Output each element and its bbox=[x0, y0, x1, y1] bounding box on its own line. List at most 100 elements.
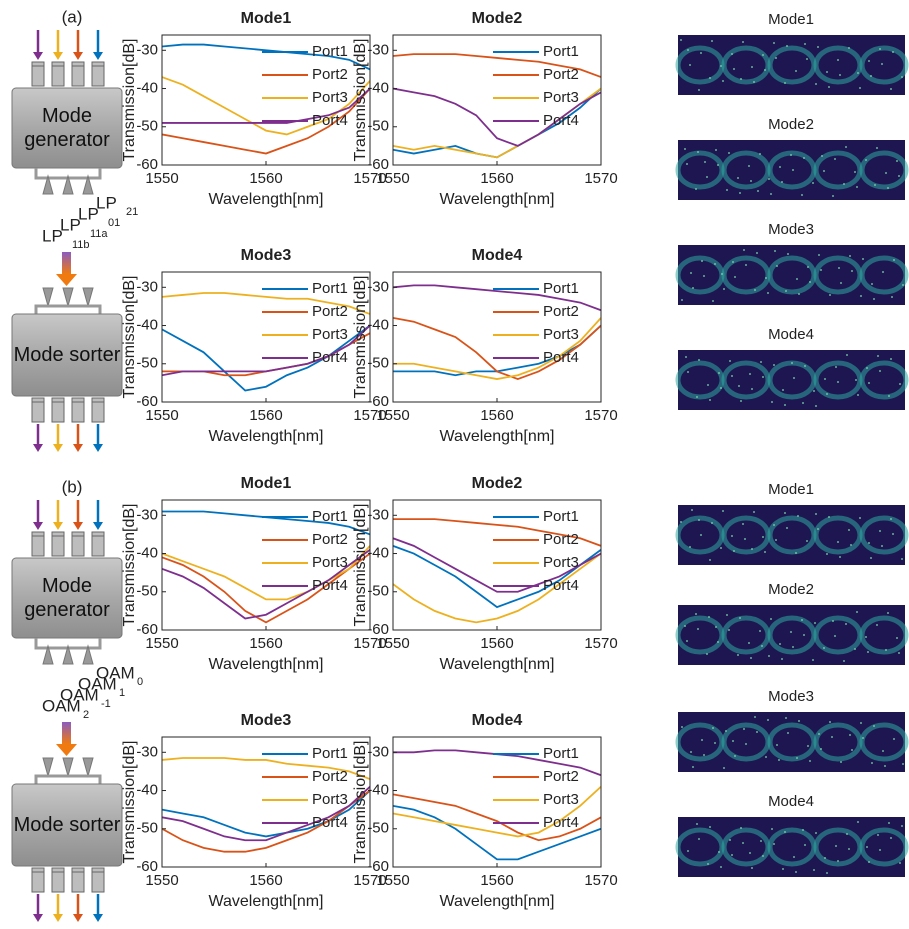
eye-speckle bbox=[890, 518, 892, 520]
generator-box bbox=[11, 87, 123, 169]
eye-speckle bbox=[848, 848, 850, 850]
eye-speckle bbox=[726, 614, 728, 616]
eye-speckle bbox=[791, 362, 793, 364]
eye-speckle bbox=[845, 146, 847, 148]
eye-speckle bbox=[701, 260, 703, 262]
mode-label: OAM bbox=[42, 696, 81, 715]
eye-opening bbox=[859, 722, 909, 762]
eye-speckle bbox=[896, 637, 898, 639]
chart-title: Mode1 bbox=[241, 10, 292, 27]
sorter-box bbox=[11, 783, 123, 867]
eye-speckle bbox=[812, 659, 814, 661]
eye-speckle bbox=[790, 631, 792, 633]
eye-speckle bbox=[748, 642, 750, 644]
legend-label: Port2 bbox=[312, 768, 348, 785]
eye-speckle bbox=[720, 387, 722, 389]
eye-speckle bbox=[750, 180, 752, 182]
eye-speckle bbox=[784, 82, 786, 84]
eye-speckle bbox=[879, 48, 881, 50]
port bbox=[91, 867, 105, 893]
eye-speckle bbox=[838, 267, 840, 269]
chart-title: Mode3 bbox=[241, 712, 292, 729]
eye-speckle bbox=[720, 866, 722, 868]
series-line bbox=[393, 316, 601, 381]
eye-speckle bbox=[843, 660, 845, 662]
eye-speckle bbox=[820, 269, 822, 271]
eye-speckle bbox=[764, 69, 766, 71]
y-tick-label: -60 bbox=[136, 858, 158, 875]
generator-box bbox=[11, 557, 123, 639]
eye-speckle bbox=[807, 745, 809, 747]
panel-label: (b) bbox=[62, 477, 83, 496]
arrow-head bbox=[93, 914, 103, 922]
eye-speckle bbox=[771, 401, 773, 403]
eye-speckle bbox=[866, 846, 868, 848]
eye-speckle bbox=[859, 517, 861, 519]
eye-speckle bbox=[751, 548, 753, 550]
eye-speckle bbox=[779, 166, 781, 168]
eye-image bbox=[678, 712, 905, 772]
eye-speckle bbox=[837, 541, 839, 543]
eye-opening bbox=[859, 515, 909, 555]
taper bbox=[42, 174, 54, 195]
mode-label: LP bbox=[96, 193, 117, 212]
eye-speckle bbox=[839, 556, 841, 558]
eye-speckle bbox=[700, 52, 702, 54]
eye-speckle bbox=[742, 523, 744, 525]
connector bbox=[34, 304, 102, 314]
port bbox=[71, 531, 85, 557]
eye-speckle bbox=[796, 278, 798, 280]
eye-speckle bbox=[739, 617, 741, 619]
legend-label: Port3 bbox=[543, 791, 579, 808]
eye-speckle bbox=[824, 378, 826, 380]
eye-speckle bbox=[846, 354, 848, 356]
legend-label: Port3 bbox=[312, 791, 348, 808]
legend-label: Port4 bbox=[543, 349, 579, 366]
mode-label-sub: 2 bbox=[83, 709, 89, 721]
eye-speckle bbox=[896, 160, 898, 162]
eye-speckle bbox=[868, 60, 870, 62]
eye-speckle bbox=[739, 192, 741, 194]
eye-speckle bbox=[775, 539, 777, 541]
eye-speckle bbox=[785, 717, 787, 719]
y-axis-label: Transmission[dB] bbox=[352, 39, 369, 162]
eye-speckle bbox=[754, 289, 756, 291]
eye-speckle bbox=[768, 655, 770, 657]
eye-speckle bbox=[871, 283, 873, 285]
eye-title: Mode3 bbox=[768, 688, 814, 705]
arrow-head bbox=[53, 522, 63, 530]
eye-speckle bbox=[795, 70, 797, 72]
mode-label: LP bbox=[60, 215, 81, 234]
flow-arrow-head bbox=[56, 274, 77, 286]
x-tick-label: 1550 bbox=[376, 635, 409, 652]
eye-speckle bbox=[890, 358, 892, 360]
eye-speckle bbox=[698, 519, 700, 521]
eye-speckle bbox=[849, 255, 851, 257]
eye-opening bbox=[859, 615, 909, 655]
legend-label: Port1 bbox=[543, 508, 579, 525]
eye-speckle bbox=[787, 732, 789, 734]
x-tick-label: 1570 bbox=[584, 635, 617, 652]
eye-speckle bbox=[695, 188, 697, 190]
eye-speckle bbox=[806, 58, 808, 60]
eye-speckle bbox=[776, 744, 778, 746]
y-tick-label: -50 bbox=[136, 583, 158, 600]
eye-speckle bbox=[866, 367, 868, 369]
chart-title: Mode3 bbox=[241, 247, 292, 264]
eye-speckle bbox=[901, 825, 903, 827]
eye-speckle bbox=[848, 529, 850, 531]
eye-speckle bbox=[792, 169, 794, 171]
eye-speckle bbox=[775, 57, 777, 59]
eye-speckle bbox=[728, 152, 730, 154]
eye-speckle bbox=[753, 81, 755, 83]
legend-label: Port2 bbox=[543, 66, 579, 83]
eye-speckle bbox=[684, 148, 686, 150]
eye-speckle bbox=[902, 284, 904, 286]
eye-speckle bbox=[902, 763, 904, 765]
eye-speckle bbox=[686, 640, 688, 642]
eye-speckle bbox=[737, 654, 739, 656]
x-tick-label: 1550 bbox=[376, 170, 409, 187]
connector bbox=[34, 774, 102, 784]
eye-speckle bbox=[868, 542, 870, 544]
